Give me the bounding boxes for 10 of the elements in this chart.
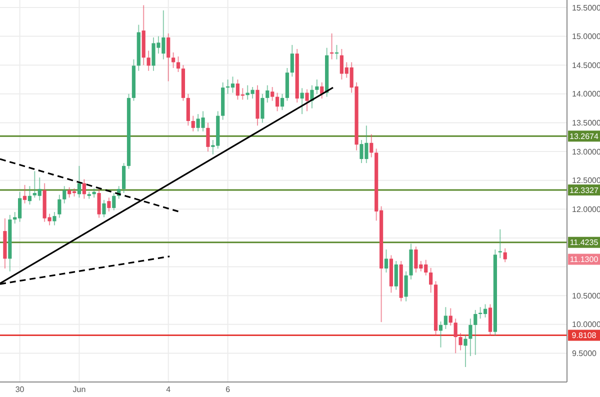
ref-line-label: 12.3327	[570, 186, 600, 195]
x-tick-label: Jun	[72, 385, 86, 394]
ref-line-label: 11.4235	[570, 238, 599, 248]
ref-line-label: 13.2674	[570, 132, 600, 141]
ref-line-label: 9.8108	[572, 331, 597, 340]
y-tick-label: 9.5000	[572, 348, 598, 358]
x-tick-label: 30	[15, 385, 25, 394]
x-tick-label: 4	[166, 385, 172, 394]
annotation: 11.1300	[570, 255, 599, 264]
x-tick-label: 6	[226, 385, 231, 394]
